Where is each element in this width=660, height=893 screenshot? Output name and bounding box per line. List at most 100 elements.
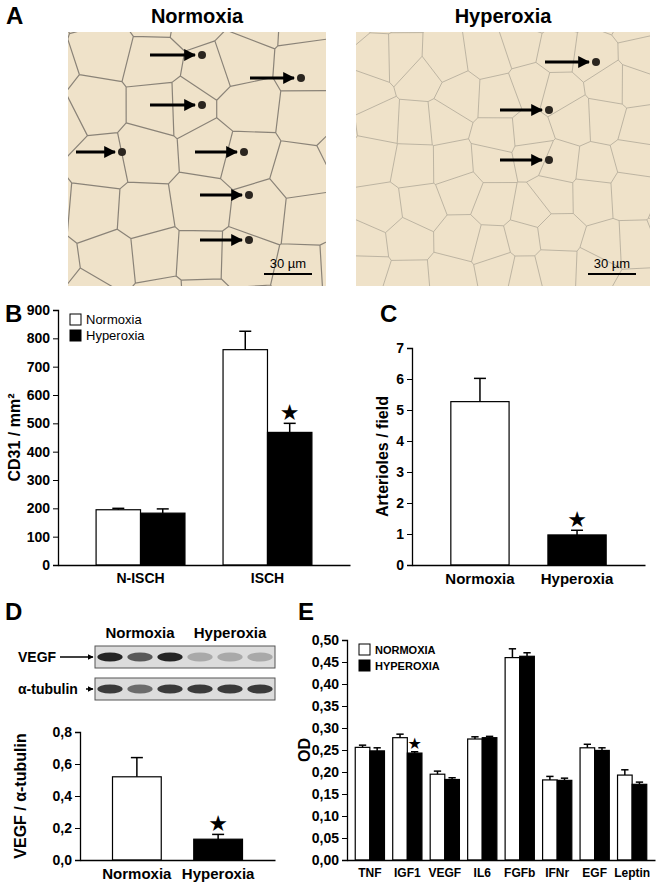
y-tick: 0,6 [53, 756, 80, 772]
tick-mark [342, 728, 347, 729]
chart-panel: B★0100200300400500600700800900N-ISCHISCH… [5, 300, 351, 586]
axis-line [59, 565, 351, 566]
x-tick: EGF [582, 860, 607, 880]
tick-mark [342, 706, 347, 707]
blot-band [157, 653, 182, 662]
tick-mark [407, 379, 412, 380]
scale-bar-label: 30 µm [270, 256, 306, 271]
capillary [592, 58, 600, 66]
bar [451, 402, 509, 565]
scale-bar [588, 273, 636, 275]
y-tick: 0,25 [312, 742, 347, 758]
tissue [356, 32, 650, 286]
tick-label: N-ISCH [116, 570, 164, 586]
blot-lane-label: Normoxia [105, 624, 175, 641]
tick-label: 0 [42, 557, 50, 573]
legend-swatch [359, 644, 370, 655]
tick-label: Hyperoxia [541, 570, 614, 587]
tick-mark [53, 423, 58, 424]
tick-label: IFNr [545, 866, 569, 880]
error-cap [157, 508, 169, 510]
x-tick: Leptin [614, 860, 650, 880]
bar [393, 738, 408, 860]
legend-swatch [70, 314, 81, 325]
tick-label: 0,2 [53, 820, 73, 836]
arrow [150, 54, 195, 57]
plot-area [113, 758, 243, 860]
x-tick: Hyperoxia [182, 860, 255, 882]
figure: A30 µmNormoxia30 µmHyperoxiaB★0100200300… [0, 0, 660, 893]
arrow [500, 109, 542, 112]
error-cap [584, 744, 591, 746]
tick-label: 3 [396, 464, 404, 480]
bar [505, 658, 520, 860]
tick-label: 600 [27, 387, 51, 403]
tick-mark [342, 684, 347, 685]
legend-label: Hyperoxia [86, 328, 145, 343]
tick-label: 5 [396, 402, 404, 418]
panel-letter: A [6, 2, 23, 29]
error-cap [448, 777, 455, 779]
x-axis: NormoxiaHyperoxia [413, 565, 646, 587]
y-tick: 0,0 [53, 852, 80, 868]
arrow [545, 61, 589, 64]
capillary [545, 156, 553, 164]
x-tick: ISCH [251, 565, 284, 586]
capillary [240, 148, 248, 156]
tick-mark [342, 838, 347, 839]
capillary [245, 236, 253, 244]
x-tick: TNF [358, 860, 381, 880]
blot-strip [95, 678, 275, 700]
tick-mark [407, 565, 412, 566]
significance: ★ [407, 734, 421, 753]
bar [113, 777, 162, 860]
y-axis: 0100200300400500600700800900 [27, 302, 59, 573]
tick-label: 900 [27, 302, 51, 318]
x-tick: IFNr [545, 860, 569, 880]
x-tick: Hyperoxia [541, 565, 614, 587]
cell-borders [68, 32, 326, 286]
blot-strip [95, 646, 275, 668]
tick-label: 0,8 [53, 724, 73, 740]
tick-label: Hyperoxia [182, 865, 255, 882]
arrow [200, 194, 242, 197]
blot-band [247, 685, 272, 694]
x-tick: IL6 [474, 860, 492, 880]
tick-label: IGF1 [394, 866, 421, 880]
bar [355, 747, 370, 860]
image-title: Hyperoxia [455, 5, 553, 27]
arrow [76, 151, 115, 154]
y-tick: 0,05 [312, 830, 347, 846]
y-tick: 800 [27, 330, 58, 346]
bar [194, 839, 243, 860]
y-axis-title: CD31 / mm² [6, 393, 23, 481]
error-bar [245, 331, 247, 349]
y-tick: 300 [27, 472, 58, 488]
capillary [118, 148, 126, 156]
x-tick: IGF1 [394, 860, 421, 880]
error-bar [512, 649, 514, 658]
arrow [500, 159, 542, 162]
y-tick: 2 [396, 495, 412, 511]
tick-label: 0,10 [312, 808, 339, 824]
bar [223, 350, 267, 565]
tick-label: 0,4 [53, 788, 73, 804]
significance: ★ [208, 811, 228, 836]
x-axis: NormoxiaHyperoxia [81, 860, 276, 882]
y-axis: 0,0 0,2 0,4 0,6 0,8 [53, 724, 81, 868]
arrow [150, 104, 195, 107]
annotations: ★ [208, 811, 228, 836]
y-axis: 0,000,050,100,150,200,250,300,350,400,45… [312, 632, 348, 868]
arrow [200, 239, 242, 242]
bar [430, 774, 445, 860]
tick-mark [342, 794, 347, 795]
error-cap [239, 331, 251, 333]
legend-label: NORMOXIA [375, 644, 436, 656]
bar [632, 784, 647, 860]
tick-mark [75, 764, 80, 765]
chart-panel: C★01234567NormoxiaHyperoxiaArterioles / … [374, 300, 646, 587]
legend-label: Normoxia [86, 312, 142, 327]
error-cap [509, 648, 516, 650]
bar [141, 513, 185, 565]
tick-mark [407, 472, 412, 473]
